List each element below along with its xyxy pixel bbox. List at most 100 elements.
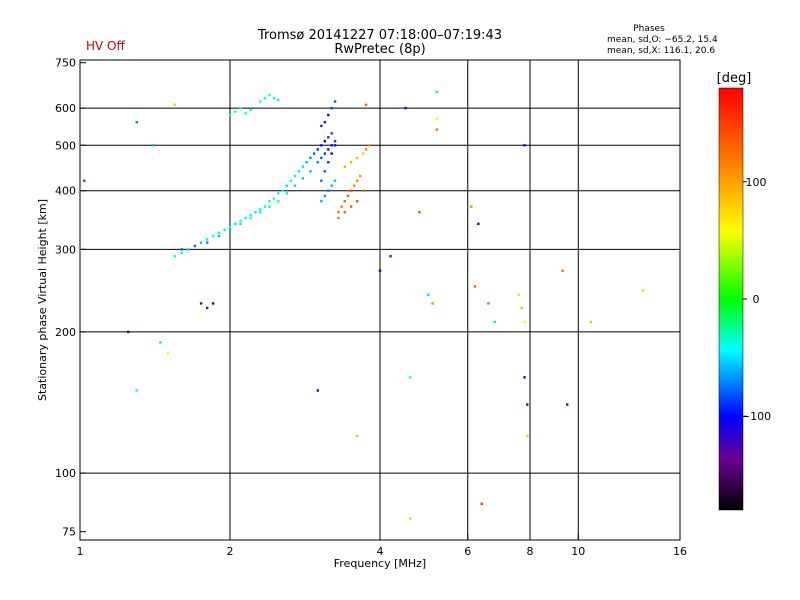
- data-point: [389, 255, 392, 258]
- plot-area: 1 2 4 6 8 10 16 75 100 200 300 400 500 600 750: [55, 57, 687, 558]
- data-point: [285, 184, 288, 187]
- x-tick-label: 8: [527, 545, 534, 558]
- data-point: [151, 144, 155, 147]
- data-point: [409, 517, 412, 520]
- colorbar-tick-label: 100: [746, 176, 767, 189]
- data-point: [316, 148, 319, 151]
- data-point: [435, 128, 438, 131]
- data-point: [431, 302, 434, 305]
- data-point: [349, 189, 353, 192]
- data-point: [263, 97, 267, 100]
- data-point: [355, 179, 359, 182]
- data-point: [427, 293, 430, 296]
- data-point: [517, 293, 521, 296]
- data-point: [234, 110, 237, 113]
- data-point: [277, 199, 280, 203]
- data-point: [268, 93, 271, 97]
- data-point: [316, 161, 319, 164]
- colorbar-tick-label: −100: [741, 410, 771, 423]
- data-point: [193, 244, 197, 248]
- data-point: [333, 144, 337, 147]
- data-point: [180, 248, 183, 251]
- data-point: [337, 216, 340, 220]
- data-point: [249, 213, 252, 217]
- data-point: [364, 103, 368, 106]
- data-point: [323, 120, 327, 124]
- data-point: [135, 120, 138, 124]
- x-axis-label: Frequency [MHz]: [334, 557, 426, 570]
- data-point: [409, 376, 412, 379]
- data-point: [135, 389, 138, 392]
- data-point: [378, 269, 382, 272]
- data-point: [239, 106, 242, 110]
- data-point: [523, 320, 526, 324]
- data-point: [268, 205, 271, 208]
- data-point: [249, 108, 252, 112]
- data-point: [281, 189, 284, 192]
- data-point: [435, 90, 438, 94]
- data-point: [323, 140, 327, 143]
- data-point: [355, 156, 359, 160]
- data-point: [327, 136, 330, 139]
- data-point: [523, 144, 526, 147]
- data-point: [343, 165, 347, 168]
- data-point: [330, 144, 333, 147]
- data-points: [83, 90, 645, 520]
- data-point: [205, 238, 209, 241]
- data-point: [166, 352, 169, 355]
- data-point: [320, 124, 323, 128]
- chart-title-line1: Tromsø 20141227 07:18:00–07:19:43: [257, 28, 502, 43]
- data-point: [289, 179, 293, 182]
- data-point: [493, 320, 497, 324]
- stats-line1: mean, sd,O: −65.2, 15.4: [607, 35, 718, 45]
- data-point: [589, 320, 593, 324]
- data-point: [526, 434, 529, 438]
- data-point: [239, 222, 242, 226]
- data-point: [523, 376, 526, 379]
- data-point: [285, 192, 288, 195]
- data-point: [259, 210, 262, 214]
- y-axis-label: Stationary phase Virtual Height [km]: [36, 199, 49, 401]
- x-tick-label: 16: [673, 545, 687, 558]
- data-point: [272, 197, 276, 200]
- x-tick-label: 2: [227, 545, 234, 558]
- data-point: [337, 210, 340, 214]
- y-tick-label: 400: [55, 185, 76, 198]
- data-point: [404, 106, 407, 110]
- y-tick-label: 500: [55, 139, 76, 152]
- data-point: [228, 228, 232, 232]
- data-point: [293, 184, 297, 187]
- data-point: [343, 210, 347, 214]
- data-point: [211, 234, 215, 238]
- x-tick-label: 4: [377, 545, 384, 558]
- data-point: [330, 132, 333, 135]
- data-point: [418, 210, 421, 214]
- data-point: [330, 184, 333, 187]
- data-point: [205, 241, 209, 244]
- y-tick-label: 100: [55, 467, 76, 480]
- data-point: [642, 289, 645, 292]
- data-point: [327, 161, 330, 164]
- data-point: [435, 117, 438, 120]
- data-point: [297, 170, 301, 173]
- data-point: [205, 306, 209, 310]
- data-point: [268, 199, 271, 203]
- data-point: [173, 103, 177, 106]
- data-point: [327, 148, 330, 151]
- chart-title-line2: RwPretec (8p): [334, 42, 425, 57]
- data-point: [327, 189, 330, 192]
- data-point: [561, 269, 564, 272]
- axis-ticks: 1 2 4 6 8 10 16 75 100 200 300 400 500 600 750: [55, 57, 687, 558]
- data-point: [223, 228, 226, 232]
- data-point: [358, 174, 362, 178]
- data-point: [361, 152, 365, 155]
- y-tick-label: 75: [62, 526, 76, 539]
- data-point: [320, 144, 323, 147]
- colorbar: [718, 87, 744, 511]
- data-point: [364, 148, 368, 151]
- data-point: [293, 174, 297, 178]
- data-point: [217, 231, 221, 235]
- data-point: [355, 434, 359, 438]
- data-point: [228, 113, 232, 117]
